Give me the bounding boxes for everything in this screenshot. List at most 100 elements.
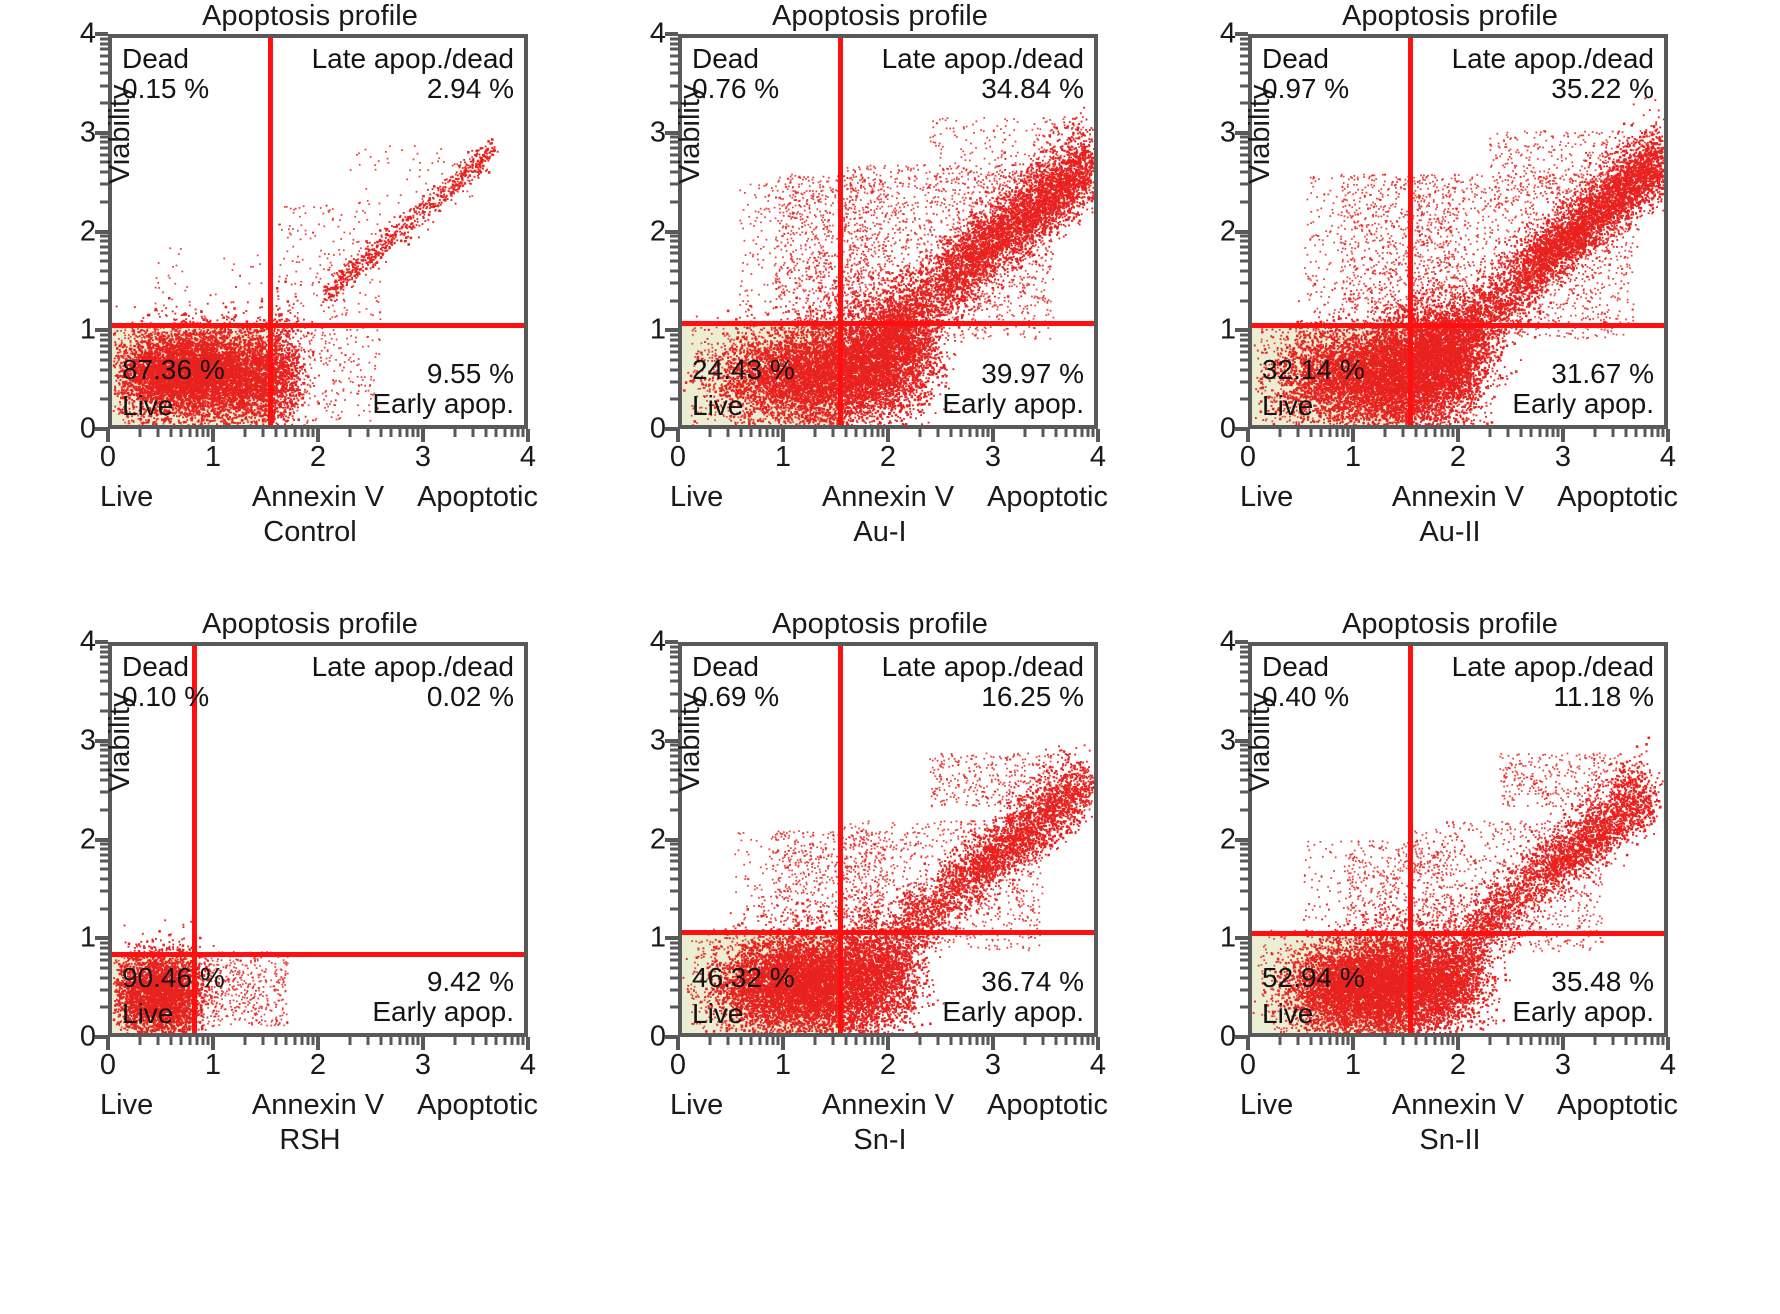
quadrant-live-label: Live [122,391,225,421]
quadrant-early-apop-value: 31.67 % [1512,359,1654,389]
x-minor-tick [405,429,408,437]
x-minor-tick [918,429,921,437]
y-minor-tick [1240,941,1248,944]
x-minor-tick [453,1037,456,1045]
x-minor-tick [1625,1037,1628,1045]
plot-box: Dead 0.40 % Late apop./dead 11.18 % 35.48 % E… [1248,642,1668,1037]
y-tick-label: 2 [80,215,96,248]
y-minor-tick [1240,779,1248,782]
x-tick-mark [106,1037,110,1050]
y-minor-tick [100,755,108,758]
x-minor-tick [870,1037,873,1045]
y-minor-tick [670,351,678,354]
x-tick-label: 0 [670,441,686,474]
x-minor-tick [1433,429,1436,437]
y-minor-tick [1240,72,1248,75]
y-minor-tick [100,946,108,949]
vertical-gate-line[interactable] [1408,646,1413,1033]
y-tick-mark [95,936,108,940]
quadrant-dead-label: Dead [1262,44,1349,74]
y-minor-tick [1240,380,1248,383]
quadrant-early-apop-label: Early apop. [1512,389,1654,419]
y-minor-tick [1240,976,1248,979]
x-axis-sublabel-apoptotic: Apoptotic [987,481,1108,514]
y-minor-tick [670,161,678,164]
x-minor-tick [188,1037,191,1045]
y-minor-tick [1240,946,1248,949]
y-axis-label: Viability [1244,85,1277,184]
horizontal-gate-line[interactable] [682,321,1094,326]
y-minor-tick [100,299,108,302]
y-minor-tick [1240,769,1248,772]
x-minor-tick [367,429,370,437]
horizontal-gate-line[interactable] [682,930,1094,935]
vertical-gate-line[interactable] [838,646,843,1033]
y-minor-tick [1240,282,1248,285]
x-tick-mark [676,1037,680,1050]
y-minor-tick [1240,62,1248,65]
x-minor-tick [495,429,498,437]
y-minor-tick [1240,890,1248,893]
x-axis-sublabel-live: Live [1240,481,1293,514]
x-minor-tick [863,1037,866,1045]
x-minor-tick [390,1037,393,1045]
quadrant-live-value: 87.36 % [122,355,225,385]
x-minor-tick [975,1037,978,1045]
y-tick-label: 0 [650,413,666,446]
x-minor-tick [1545,1037,1548,1045]
horizontal-gate-line[interactable] [1252,931,1664,936]
x-tick-mark [886,1037,890,1050]
x-minor-tick [771,1037,774,1045]
y-tick-label: 3 [650,116,666,149]
x-tick-mark [211,429,215,442]
x-minor-tick [937,1037,940,1045]
x-axis-sublabel-apoptotic: Apoptotic [987,1089,1108,1122]
x-minor-tick [1383,429,1386,437]
y-minor-tick [1240,260,1248,263]
horizontal-gate-line[interactable] [112,952,524,957]
y-minor-tick [1240,48,1248,51]
y-axis-label: Viability [674,693,707,792]
vertical-gate-line[interactable] [1408,38,1413,425]
y-minor-tick [1240,952,1248,955]
y-minor-tick [670,868,678,871]
x-minor-tick [740,429,743,437]
panel-caption: Au-I [600,516,1160,549]
x-tick-label: 4 [1660,441,1676,474]
y-minor-tick [100,171,108,174]
y-tick-label: 2 [650,823,666,856]
horizontal-gate-line[interactable] [1252,323,1664,328]
y-minor-tick [100,1006,108,1009]
y-tick-label: 3 [1220,116,1236,149]
y-minor-tick [670,333,678,336]
x-tick-mark [1561,1037,1565,1050]
vertical-gate-line[interactable] [838,38,843,425]
y-minor-tick [100,890,108,893]
y-tick-mark [95,131,108,135]
y-minor-tick [670,853,678,856]
x-minor-tick [243,1037,246,1045]
y-minor-tick [670,240,678,243]
y-minor-tick [1240,860,1248,863]
y-minor-tick [100,240,108,243]
quadrant-late-apop-dead: Late apop./dead 34.84 % [882,44,1084,104]
x-minor-tick [765,429,768,437]
x-tick-mark [316,1037,320,1050]
x-tick-mark [1456,429,1460,442]
panel-caption: Au-II [1170,516,1730,549]
quadrant-early-apop: 36.74 % Early apop. [942,967,1084,1027]
horizontal-gate-line[interactable] [112,323,524,328]
x-minor-tick [1347,1037,1350,1045]
vertical-gate-line[interactable] [268,38,273,425]
y-tick-mark [665,230,678,234]
x-tick-mark [781,1037,785,1050]
x-minor-tick [510,1037,513,1045]
y-minor-tick [1240,54,1248,57]
x-minor-tick [1341,1037,1344,1045]
y-minor-tick [100,153,108,156]
x-tick-mark [1561,429,1565,442]
y-minor-tick [670,136,678,139]
y-tick-mark [665,328,678,332]
y-minor-tick [670,650,678,653]
